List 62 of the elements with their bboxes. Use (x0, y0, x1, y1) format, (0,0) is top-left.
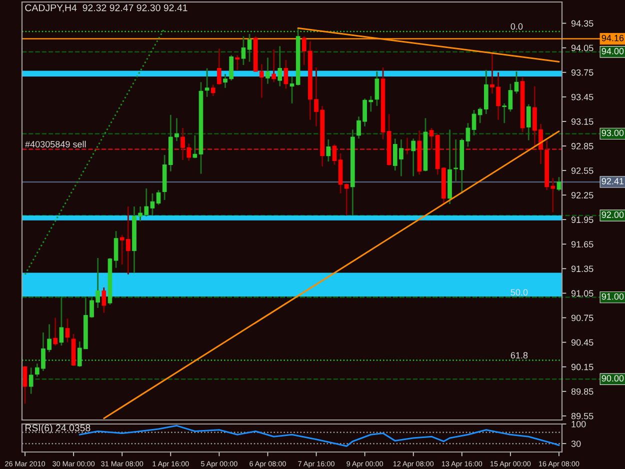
y-tick-label: 94.05 (571, 44, 594, 52)
candlestick (266, 56, 270, 84)
ref-line-label: 94.00 (602, 48, 624, 54)
ref-line-label: 90.00 (602, 375, 624, 382)
y-tick-label: 90.15 (571, 364, 594, 370)
candlestick (192, 134, 198, 159)
annotation: 61.8 (510, 352, 528, 358)
candlestick (235, 54, 240, 71)
y-tick-label: 90.75 (571, 314, 594, 322)
candlestick (204, 68, 210, 98)
ref-line-label: 94.16 (602, 34, 624, 42)
candlestick (22, 365, 28, 404)
y-tick-label: 91.05 (571, 290, 594, 297)
y-tick-label: 90.45 (571, 339, 594, 346)
y-tick-label: 93.15 (571, 118, 594, 125)
y-tick-label: 100 (572, 420, 586, 428)
candlestick (514, 70, 519, 94)
annotation: #40305849 sell (25, 140, 86, 148)
candlestick (65, 318, 70, 343)
y-tick-label: 91.35 (571, 266, 594, 272)
y-tick-label: 92.55 (571, 167, 594, 174)
ref-line-label: 92.00 (602, 212, 624, 218)
candlestick (102, 286, 106, 314)
candlestick (526, 104, 531, 141)
ref-line-label: 92.41 (602, 178, 624, 184)
y-tick-label: 93.75 (571, 69, 594, 76)
y-tick-label: 93.45 (571, 94, 594, 100)
candlestick (272, 48, 276, 83)
candlestick (114, 230, 118, 269)
candlestick (332, 144, 337, 166)
candlestick (472, 109, 476, 136)
chart-title: CADJPY,H4 92.32 92.47 92.30 92.41 (25, 4, 188, 12)
y-tick-label: 91.95 (571, 216, 594, 223)
candlestick (374, 70, 380, 107)
candlestick (405, 137, 410, 155)
y-tick-label: 89.55 (571, 412, 594, 420)
y-tick-label: 94.35 (571, 20, 594, 27)
annotation: 50.0 (510, 289, 528, 296)
annotation: 0.0 (510, 23, 523, 30)
candlestick (53, 317, 58, 346)
candlestick (326, 138, 331, 162)
candlestick (210, 84, 216, 97)
y-tick-label: 92.25 (571, 192, 594, 198)
y-tick-label: 89.85 (571, 388, 594, 395)
y-tick-label: 30 (571, 440, 581, 447)
ref-line-label: 93.00 (602, 130, 624, 136)
candlestick (284, 59, 288, 90)
candlestick (247, 33, 252, 62)
y-tick-label: 91.65 (571, 241, 594, 248)
ref-line-label: 91.00 (602, 293, 624, 300)
candlestick (217, 48, 222, 86)
candlestick (556, 176, 562, 192)
candlestick (241, 36, 246, 66)
candlestick (344, 182, 349, 216)
candlestick (278, 45, 282, 87)
candlestick (28, 366, 34, 395)
candlestick (411, 138, 416, 177)
chart-title: RSI(6) 24.0358 (26, 424, 90, 434)
candlestick (59, 296, 64, 346)
candlestick (290, 76, 294, 104)
y-tick-label: 92.85 (571, 142, 594, 150)
candlestick (156, 189, 161, 206)
